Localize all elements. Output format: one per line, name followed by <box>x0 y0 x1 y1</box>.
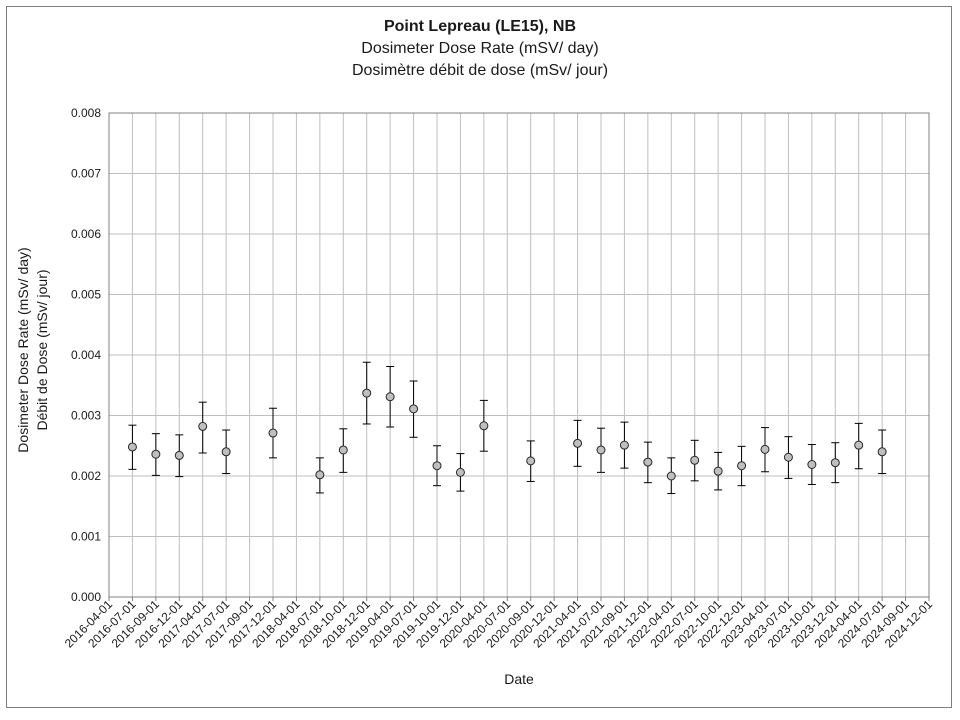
data-point <box>362 361 372 425</box>
data-point <box>151 433 161 476</box>
data-point <box>526 440 536 482</box>
y-tick-label: 0.000 <box>71 590 101 604</box>
data-point <box>737 445 747 487</box>
data-point <box>807 444 817 485</box>
grid-lines <box>108 112 930 598</box>
point-marker <box>479 421 489 431</box>
point-marker <box>619 440 629 450</box>
data-point <box>783 436 793 479</box>
data-point <box>619 421 629 469</box>
point-marker <box>151 449 161 459</box>
point-marker <box>713 466 723 476</box>
y-axis-label: Dosimeter Dose Rate (mSv/ day) <box>15 247 31 452</box>
data-point <box>221 429 231 475</box>
data-point <box>315 457 325 494</box>
data-point <box>596 427 606 473</box>
point-marker <box>690 455 700 465</box>
point-marker <box>666 471 676 481</box>
point-marker <box>362 388 372 398</box>
point-marker <box>432 461 442 471</box>
data-point <box>713 451 723 491</box>
data-point <box>830 442 840 484</box>
data-point <box>877 429 887 475</box>
chart-title-block: Point Lepreau (LE15), NB Dosimeter Dose … <box>0 16 960 82</box>
data-point <box>127 424 137 470</box>
y-tick-labels: 0.000 0.001 0.002 0.003 0.004 0.005 0.006 0.007… <box>71 106 101 604</box>
data-point <box>432 445 442 487</box>
point-marker <box>338 445 348 455</box>
point-marker <box>526 456 536 466</box>
plot-area-border <box>108 112 930 598</box>
chart-frame <box>6 6 952 708</box>
point-marker <box>198 421 208 431</box>
y-tick-label: 0.006 <box>71 227 101 241</box>
data-point <box>643 441 653 484</box>
data-point <box>455 453 465 492</box>
point-marker <box>174 450 184 460</box>
data-point <box>385 365 395 428</box>
data-point <box>268 407 278 459</box>
chart-subtitle: Dosimeter Dose Rate (mSV/ day) <box>361 40 599 57</box>
point-marker <box>877 447 887 457</box>
y-tick-label: 0.001 <box>71 530 101 544</box>
point-marker <box>596 445 606 455</box>
point-marker <box>830 458 840 468</box>
x-axis-label: Date <box>504 671 534 687</box>
data-points <box>127 361 887 495</box>
data-point <box>854 422 864 470</box>
data-point <box>174 434 184 478</box>
point-marker <box>783 452 793 462</box>
y-tick-label: 0.002 <box>71 469 101 483</box>
point-marker <box>573 438 583 448</box>
point-marker <box>854 440 864 450</box>
point-marker <box>643 457 653 467</box>
data-point <box>409 380 419 438</box>
data-point <box>666 457 676 495</box>
point-marker <box>127 442 137 452</box>
y-axis-label-fr: Débit de Dose (mSv/ jour) <box>34 269 50 430</box>
point-marker <box>807 460 817 470</box>
point-marker <box>455 467 465 477</box>
y-tick-label: 0.008 <box>71 106 101 120</box>
data-point <box>573 419 583 467</box>
chart-title: Point Lepreau (LE15), NB <box>383 18 577 35</box>
point-marker <box>221 447 231 457</box>
chart-subtitle-fr: Dosimètre débit de dose (mSv/ jour) <box>351 62 609 79</box>
point-marker <box>385 392 395 402</box>
data-point <box>479 399 489 452</box>
y-tick-label: 0.004 <box>71 348 101 362</box>
point-marker <box>315 470 325 480</box>
data-point <box>690 439 700 482</box>
y-tick-label: 0.007 <box>71 167 101 181</box>
data-point <box>338 428 348 473</box>
y-tick-label: 0.005 <box>71 288 101 302</box>
data-point <box>198 401 208 454</box>
point-marker <box>268 428 278 438</box>
data-point <box>760 427 770 473</box>
x-tick-labels: 2016-04-012016-07-012016-09-012016-12-01… <box>62 597 936 651</box>
y-tick-label: 0.003 <box>71 409 101 423</box>
point-marker <box>737 461 747 471</box>
point-marker <box>760 444 770 454</box>
point-marker <box>409 404 419 414</box>
